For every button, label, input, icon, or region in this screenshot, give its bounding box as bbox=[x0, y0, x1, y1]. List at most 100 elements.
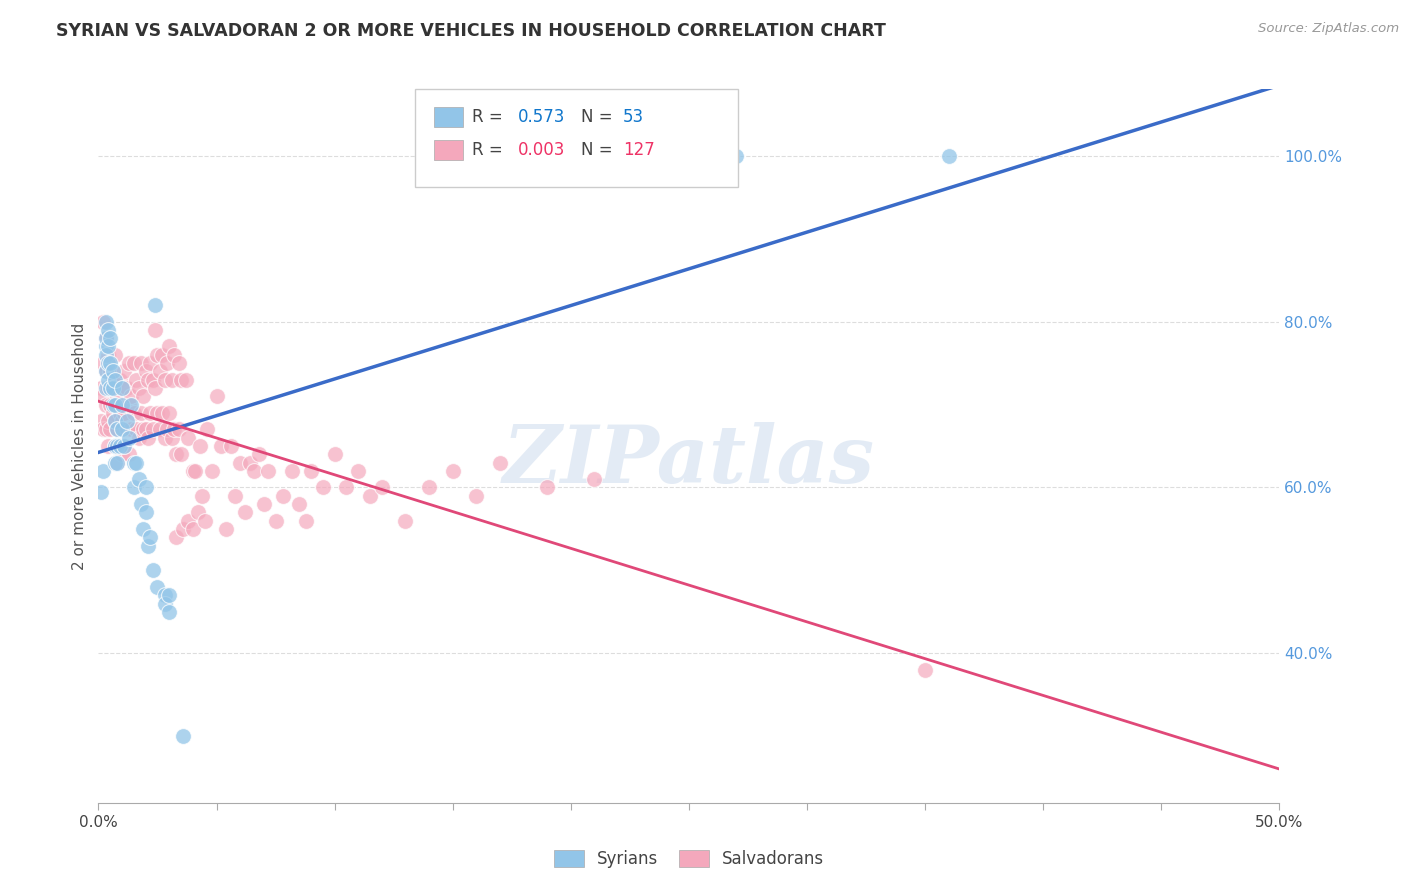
Point bbox=[101, 373, 124, 387]
Point bbox=[122, 481, 145, 495]
Point bbox=[489, 456, 512, 470]
Point bbox=[271, 489, 294, 503]
Point bbox=[135, 364, 157, 378]
Point bbox=[121, 389, 143, 403]
Point bbox=[157, 406, 180, 420]
Text: 0.573: 0.573 bbox=[517, 108, 565, 126]
Text: 53: 53 bbox=[623, 108, 644, 126]
Point bbox=[239, 456, 262, 470]
Point bbox=[160, 373, 183, 387]
Text: N =: N = bbox=[581, 141, 617, 159]
Point bbox=[143, 323, 166, 337]
Point bbox=[142, 373, 165, 387]
Point bbox=[94, 397, 117, 411]
Point bbox=[118, 397, 141, 411]
Point bbox=[160, 431, 183, 445]
Point bbox=[194, 514, 217, 528]
Point bbox=[150, 348, 173, 362]
Point bbox=[441, 464, 464, 478]
Point bbox=[104, 456, 127, 470]
Point bbox=[91, 314, 114, 328]
Point bbox=[150, 406, 173, 420]
Point bbox=[143, 381, 166, 395]
Point bbox=[90, 381, 112, 395]
Point bbox=[136, 539, 159, 553]
Point bbox=[104, 373, 127, 387]
Point bbox=[97, 339, 120, 353]
Point bbox=[172, 730, 194, 744]
Point bbox=[115, 381, 138, 395]
Point bbox=[90, 484, 112, 499]
Point bbox=[128, 381, 150, 395]
Text: R =: R = bbox=[472, 141, 509, 159]
Point bbox=[98, 381, 121, 395]
Point bbox=[181, 464, 204, 478]
Point bbox=[165, 447, 187, 461]
Point bbox=[143, 298, 166, 312]
Text: ZIPatlas: ZIPatlas bbox=[503, 422, 875, 499]
Point bbox=[142, 422, 165, 436]
Point bbox=[163, 422, 186, 436]
Point bbox=[94, 314, 117, 328]
Point bbox=[132, 422, 155, 436]
Point bbox=[101, 397, 124, 411]
Point bbox=[112, 364, 135, 378]
Point bbox=[118, 447, 141, 461]
Point bbox=[172, 522, 194, 536]
Point bbox=[112, 439, 135, 453]
Point bbox=[174, 373, 197, 387]
Point bbox=[91, 464, 114, 478]
Point bbox=[94, 331, 117, 345]
Point bbox=[264, 514, 287, 528]
Point bbox=[121, 397, 143, 411]
Point bbox=[187, 505, 209, 519]
Point bbox=[247, 447, 270, 461]
Point bbox=[156, 356, 179, 370]
Point bbox=[146, 406, 169, 420]
Point bbox=[105, 389, 128, 403]
Point bbox=[191, 489, 214, 503]
Point bbox=[108, 439, 131, 453]
Point bbox=[139, 406, 162, 420]
Point bbox=[132, 389, 155, 403]
Point bbox=[98, 356, 121, 370]
Point bbox=[157, 588, 180, 602]
Point bbox=[253, 497, 276, 511]
Point bbox=[219, 439, 242, 453]
Point bbox=[135, 481, 157, 495]
Point bbox=[135, 505, 157, 519]
Point bbox=[177, 431, 200, 445]
Point bbox=[394, 514, 416, 528]
Point bbox=[167, 356, 190, 370]
Point bbox=[205, 389, 228, 403]
Point bbox=[299, 464, 322, 478]
Point bbox=[335, 481, 357, 495]
Point bbox=[725, 148, 748, 162]
Point bbox=[295, 514, 318, 528]
Point bbox=[195, 422, 218, 436]
Point bbox=[98, 331, 121, 345]
Point bbox=[229, 456, 252, 470]
Point bbox=[97, 356, 120, 370]
Point bbox=[94, 381, 117, 395]
Point bbox=[323, 447, 346, 461]
Point bbox=[128, 472, 150, 486]
Point bbox=[170, 447, 193, 461]
Point bbox=[347, 464, 370, 478]
Point bbox=[465, 489, 488, 503]
Point bbox=[139, 356, 162, 370]
Point bbox=[139, 530, 162, 544]
Point bbox=[312, 481, 335, 495]
Point bbox=[115, 422, 138, 436]
Point bbox=[188, 439, 211, 453]
Point bbox=[209, 439, 232, 453]
Point bbox=[111, 447, 134, 461]
Point bbox=[97, 381, 120, 395]
Point bbox=[118, 431, 141, 445]
Point bbox=[132, 522, 155, 536]
Point bbox=[129, 406, 152, 420]
Point bbox=[167, 422, 190, 436]
Point bbox=[98, 397, 121, 411]
Point bbox=[129, 497, 152, 511]
Text: 0.003: 0.003 bbox=[517, 141, 565, 159]
